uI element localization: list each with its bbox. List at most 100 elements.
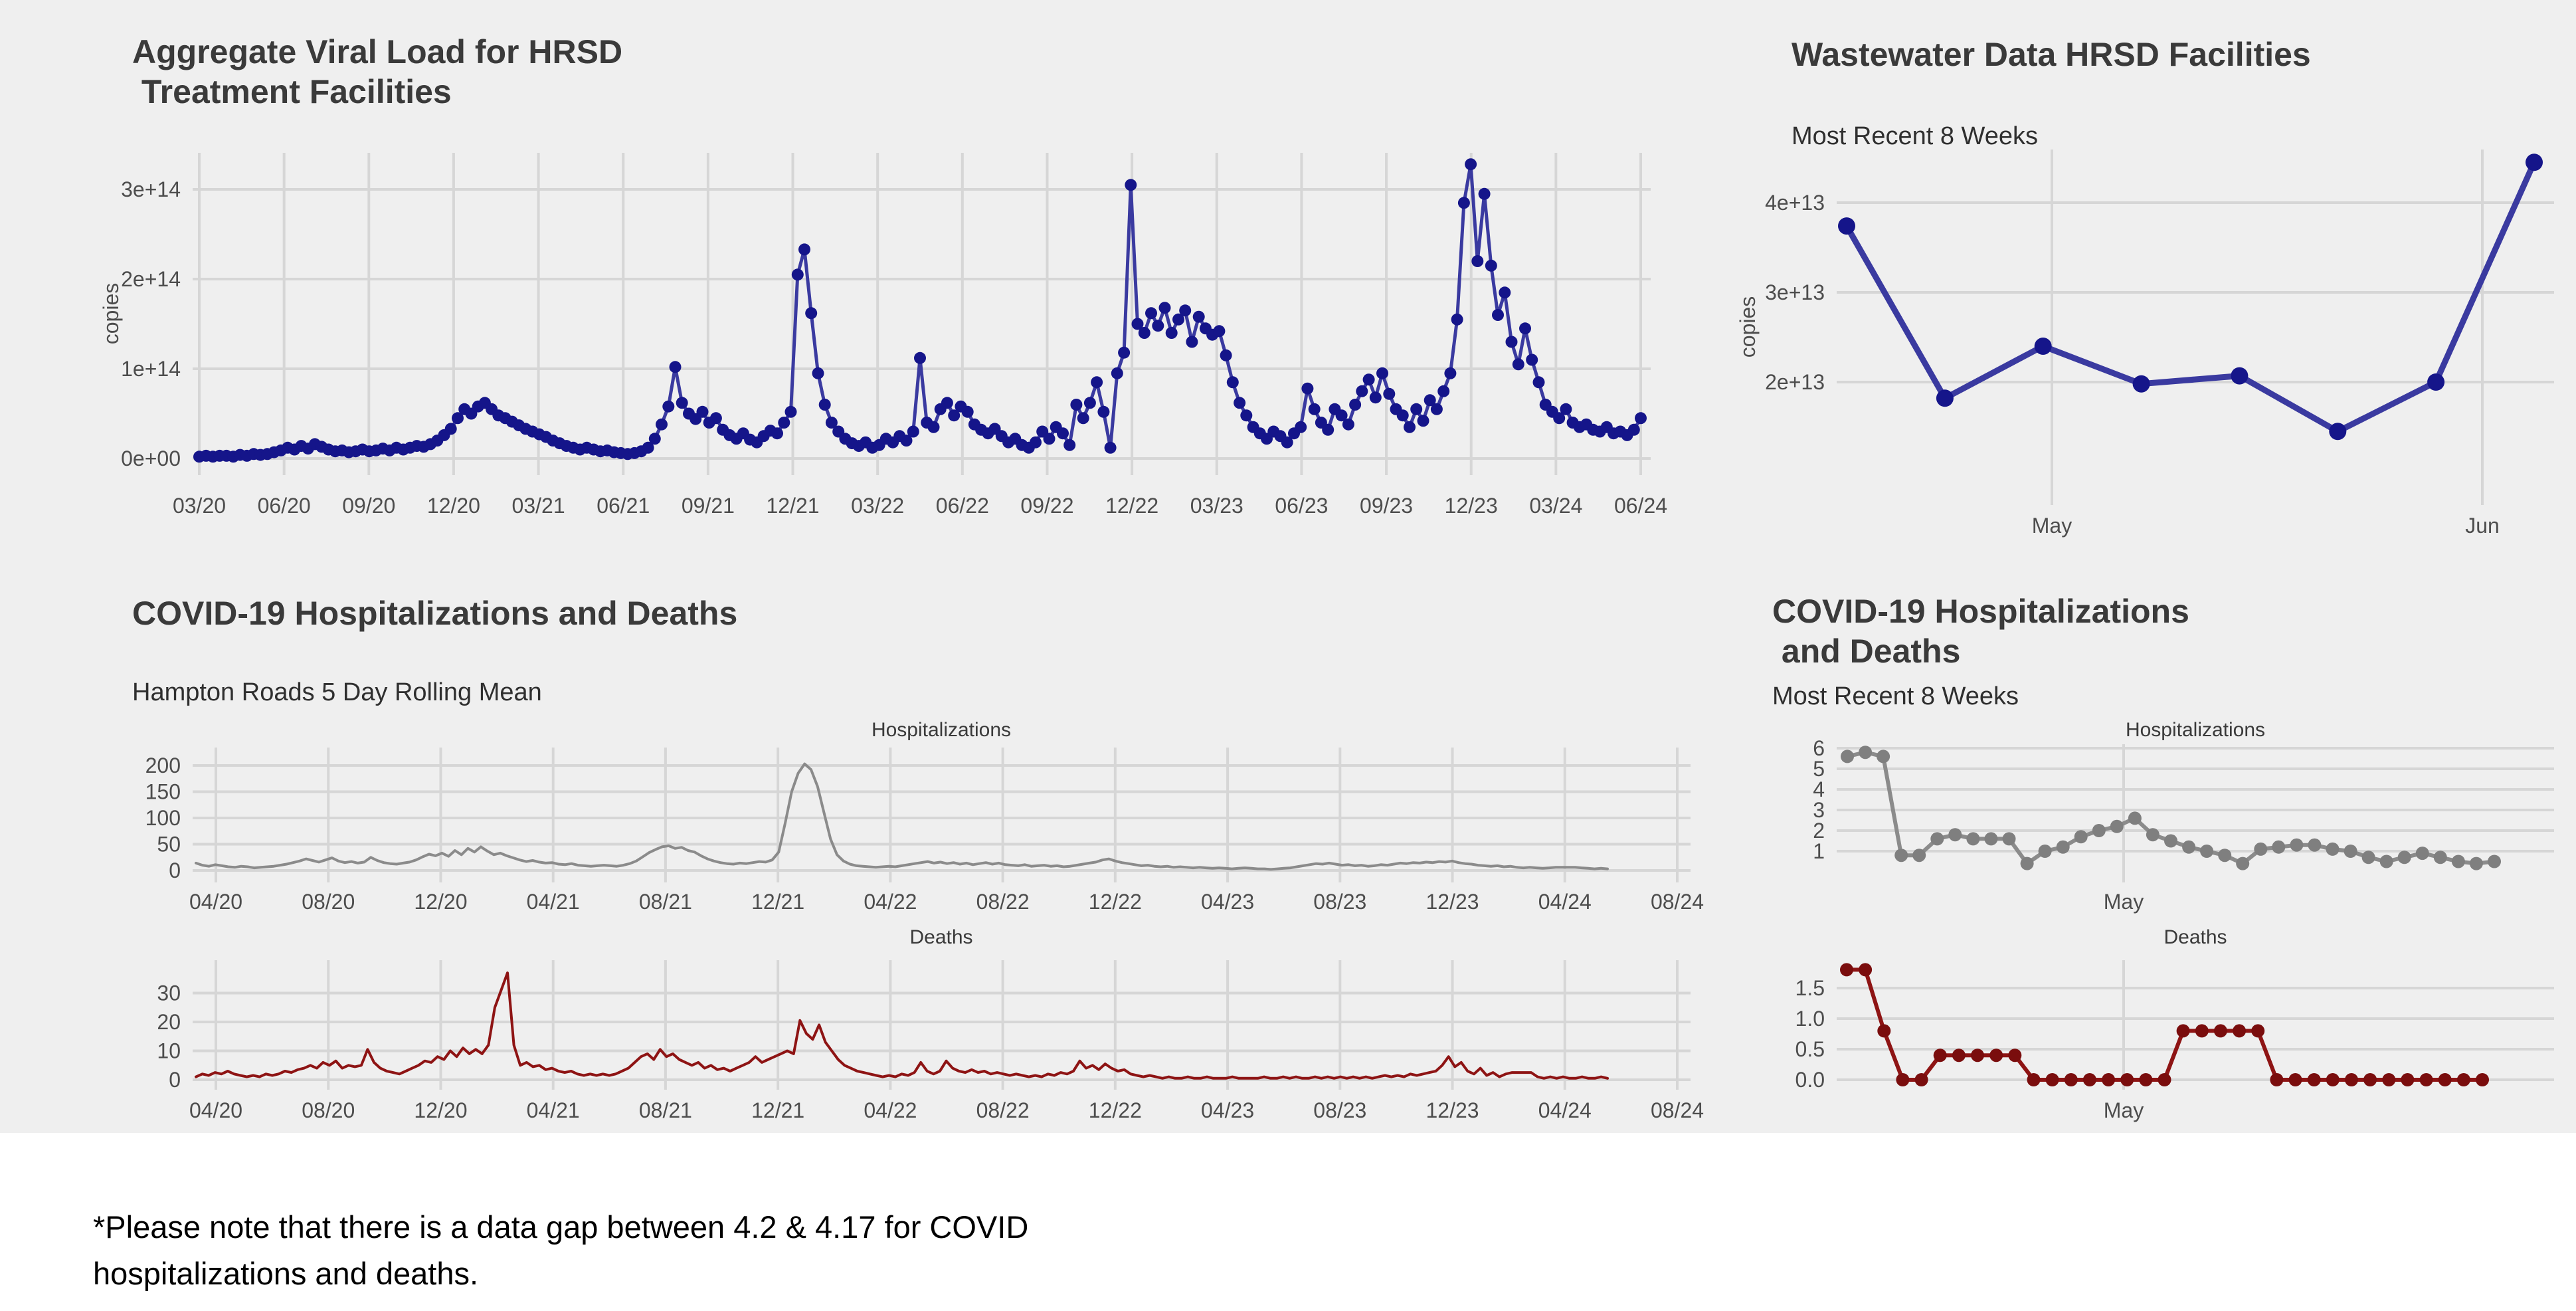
wastewater-title: Wastewater Data HRSD Facilities — [1792, 35, 2311, 74]
data-point — [662, 400, 675, 413]
data-point — [648, 433, 661, 445]
data-point — [825, 417, 838, 429]
data-point — [2290, 838, 2304, 852]
data-point — [2218, 849, 2232, 862]
data-point — [1437, 385, 1450, 397]
axis-text: 06/22 — [936, 494, 989, 518]
data-point — [1192, 310, 1205, 323]
data-point — [1043, 433, 1056, 445]
data-point — [1912, 849, 1926, 862]
data-point — [778, 417, 790, 429]
data-point — [1083, 397, 1096, 409]
data-point — [2451, 855, 2465, 868]
axis-text: 03/23 — [1190, 494, 1243, 518]
data-point — [2270, 1073, 2284, 1086]
data-point — [791, 268, 804, 281]
data-point — [1145, 307, 1157, 320]
axis-text: copies — [99, 283, 123, 345]
data-point — [1396, 409, 1409, 422]
data-point — [2128, 811, 2142, 825]
data-point — [961, 405, 974, 418]
data-point — [2363, 1073, 2377, 1086]
axis-text: 0.5 — [1795, 1037, 1825, 1061]
axis-text: 06/20 — [258, 494, 311, 518]
data-point — [805, 307, 818, 320]
data-point — [1526, 353, 1538, 366]
axis-text: 08/22 — [976, 1098, 1030, 1122]
data-point — [1444, 367, 1457, 379]
viral-load-title-line1: Aggregate Viral Load for HRSD — [132, 33, 623, 70]
data-point — [1186, 336, 1198, 348]
data-point — [1471, 255, 1484, 267]
axis-text: 08/20 — [302, 1098, 355, 1122]
axis-text: 0 — [169, 858, 181, 882]
data-point — [1635, 412, 1647, 425]
data-point — [1553, 412, 1566, 425]
data-point — [1505, 336, 1518, 348]
data-point — [2415, 847, 2429, 860]
data-point — [2344, 845, 2357, 858]
data-point — [2419, 1073, 2433, 1086]
data-point — [2438, 1073, 2452, 1086]
covid-hr-subtitle: Hampton Roads 5 Day Rolling Mean — [132, 678, 542, 706]
axis-text: Deaths — [909, 926, 972, 948]
data-point — [2329, 423, 2347, 441]
data-point — [2213, 1024, 2227, 1038]
data-point — [1220, 349, 1232, 361]
data-point — [2469, 857, 2483, 870]
data-point — [1362, 373, 1375, 386]
data-point — [1404, 421, 1416, 433]
data-point — [1877, 1024, 1891, 1038]
data-point — [2307, 1073, 2321, 1086]
axis-text: 3 — [1813, 798, 1825, 822]
data-point — [2056, 840, 2070, 854]
data-point — [1234, 397, 1246, 409]
axis-text: 03/24 — [1529, 494, 1582, 518]
axis-text: copies — [1736, 296, 1760, 358]
axis-text: 12/21 — [751, 890, 804, 914]
axis-text: May — [2104, 1098, 2144, 1122]
data-point — [1410, 403, 1423, 415]
data-point — [941, 397, 953, 409]
axis-text: 4e+13 — [1765, 191, 1825, 215]
axis-text: 03/20 — [173, 494, 226, 518]
data-point — [2433, 851, 2447, 864]
data-point — [2526, 153, 2543, 171]
data-point — [2082, 1073, 2096, 1086]
data-point — [2074, 830, 2088, 844]
axis-text: 50 — [157, 833, 181, 857]
covid-recent-title: COVID-19 Hospitalizations and Deaths — [1772, 591, 2189, 671]
data-point — [2379, 855, 2393, 868]
data-point — [948, 409, 961, 422]
axis-text: 04/22 — [864, 1098, 917, 1122]
axis-text: 04/20 — [189, 1098, 242, 1122]
series-line — [197, 162, 1643, 458]
data-point — [1457, 197, 1470, 209]
axis-text: 04/24 — [1538, 1098, 1592, 1122]
axis-text: Jun — [2465, 514, 2500, 538]
data-point — [1952, 1049, 1966, 1062]
axis-text: 100 — [145, 806, 181, 830]
data-point — [1936, 389, 1954, 407]
data-point — [2102, 1073, 2116, 1086]
data-point — [1838, 217, 1855, 235]
data-point — [656, 418, 668, 431]
data-point — [2195, 1024, 2209, 1038]
data-point — [444, 423, 457, 435]
axis-text: 08/24 — [1651, 890, 1704, 914]
axis-text: 09/23 — [1360, 494, 1413, 518]
data-point — [1485, 259, 1497, 272]
data-point — [1165, 327, 1178, 339]
data-point — [2397, 851, 2411, 864]
data-point — [798, 243, 810, 256]
data-point — [1179, 304, 1192, 317]
data-point — [907, 425, 919, 438]
axis-text: 12/22 — [1089, 1098, 1142, 1122]
axis-text: 04/23 — [1201, 1098, 1254, 1122]
data-point — [452, 412, 464, 425]
data-point — [1295, 421, 1307, 433]
data-point — [1376, 367, 1388, 379]
data-point — [1859, 963, 1873, 977]
axis-text: 06/21 — [597, 494, 650, 518]
data-point — [1213, 325, 1226, 338]
